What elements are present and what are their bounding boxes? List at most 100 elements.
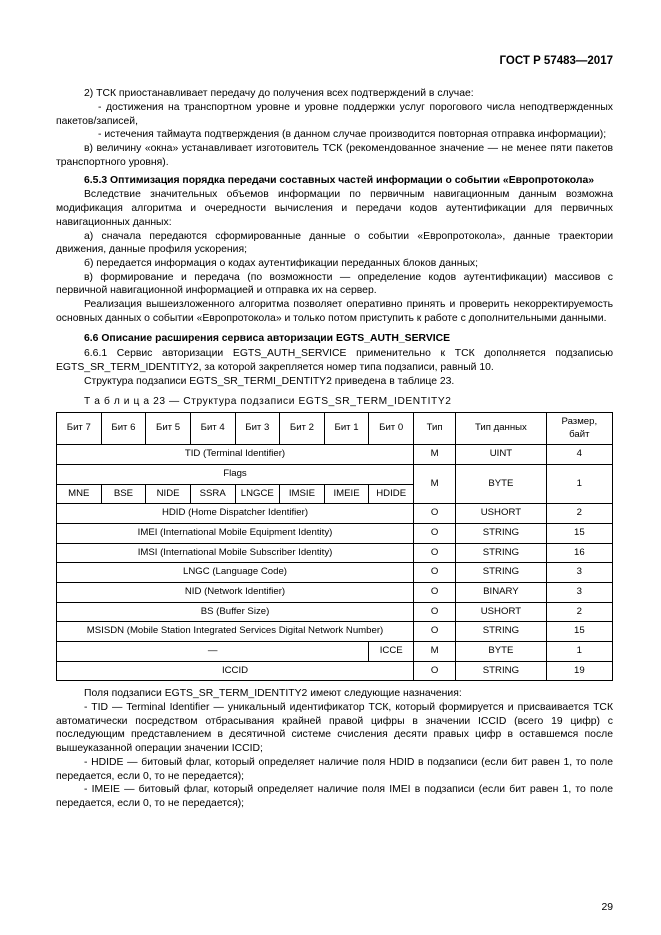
label-cell: IMSI (International Mobile Subscriber Id… bbox=[57, 543, 414, 563]
flag-bit-cell: SSRA bbox=[190, 484, 235, 504]
table-row: TID (Terminal Identifier)MUINT4 bbox=[57, 445, 613, 465]
table-row: IMEI (International Mobile Equipment Ide… bbox=[57, 523, 613, 543]
label-cell: MSISDN (Mobile Station Integrated Servic… bbox=[57, 622, 414, 642]
flag-bit-cell: MNE bbox=[57, 484, 102, 504]
col-bit4: Бит 4 bbox=[190, 413, 235, 445]
table-row: IMSI (International Mobile Subscriber Id… bbox=[57, 543, 613, 563]
body-paragraph: а) сначала передаются сформированные дан… bbox=[56, 230, 613, 257]
body-paragraph: - достижения на транспортном уровне и ур… bbox=[56, 101, 613, 128]
type-cell: O bbox=[414, 661, 456, 681]
page-container: ГОСТ Р 57483—2017 2) ТСК приостанавливае… bbox=[0, 0, 661, 935]
table-row: FlagsMBYTE1 bbox=[57, 465, 613, 485]
flag-bit-cell: HDIDE bbox=[369, 484, 414, 504]
dtype-cell: BYTE bbox=[456, 465, 546, 504]
table-row: MSISDN (Mobile Station Integrated Servic… bbox=[57, 622, 613, 642]
size-cell: 15 bbox=[546, 523, 612, 543]
table-body: TID (Terminal Identifier)MUINT4FlagsMBYT… bbox=[57, 445, 613, 681]
col-type: Тип bbox=[414, 413, 456, 445]
body-paragraph: Реализация вышеизложенного алгоритма поз… bbox=[56, 298, 613, 325]
size-cell: 3 bbox=[546, 582, 612, 602]
dtype-cell: USHORT bbox=[456, 602, 546, 622]
table-row: BS (Buffer Size)OUSHORT2 bbox=[57, 602, 613, 622]
col-bit0: Бит 0 bbox=[369, 413, 414, 445]
table-row: HDID (Home Dispatcher Identifier)OUSHORT… bbox=[57, 504, 613, 524]
type-cell: O bbox=[414, 563, 456, 583]
body-paragraph: б) передается информация о кодах аутенти… bbox=[56, 257, 613, 271]
dtype-cell: STRING bbox=[456, 543, 546, 563]
document-header: ГОСТ Р 57483—2017 bbox=[56, 54, 613, 69]
flag-bit-cell: IMEIE bbox=[324, 484, 369, 504]
flag-bit-cell: BSE bbox=[101, 484, 146, 504]
size-cell: 4 bbox=[546, 445, 612, 465]
col-size: Размер, байт bbox=[546, 413, 612, 445]
dtype-cell: STRING bbox=[456, 622, 546, 642]
col-dtype: Тип данных bbox=[456, 413, 546, 445]
type-cell: O bbox=[414, 523, 456, 543]
dtype-cell: STRING bbox=[456, 661, 546, 681]
type-cell: M bbox=[414, 641, 456, 661]
type-cell: O bbox=[414, 602, 456, 622]
body-paragraph: 2) ТСК приостанавливает передачу до полу… bbox=[56, 87, 613, 101]
dtype-cell: STRING bbox=[456, 563, 546, 583]
col-bit2: Бит 2 bbox=[280, 413, 325, 445]
label-cell: LNGC (Language Code) bbox=[57, 563, 414, 583]
col-bit5: Бит 5 bbox=[146, 413, 191, 445]
body-paragraph: Структура подзаписи EGTS_SR_TERMI_DENTIT… bbox=[56, 375, 613, 389]
dtype-cell: STRING bbox=[456, 523, 546, 543]
col-bit1: Бит 1 bbox=[324, 413, 369, 445]
size-cell: 2 bbox=[546, 504, 612, 524]
body-paragraph: 6.6.1 Сервис авторизации EGTS_AUTH_SERVI… bbox=[56, 347, 613, 374]
col-bit7: Бит 7 bbox=[57, 413, 102, 445]
label-cell: IMEI (International Mobile Equipment Ide… bbox=[57, 523, 414, 543]
type-cell: M bbox=[414, 465, 456, 504]
body-paragraph: - IMEIE — битовый флаг, который определя… bbox=[56, 783, 613, 810]
dtype-cell: BYTE bbox=[456, 641, 546, 661]
col-bit3: Бит 3 bbox=[235, 413, 280, 445]
size-cell: 15 bbox=[546, 622, 612, 642]
body-paragraph: в) формирование и передача (по возможнос… bbox=[56, 271, 613, 298]
page-number: 29 bbox=[601, 901, 613, 915]
body-paragraph: - HDIDE — битовый флаг, который определя… bbox=[56, 756, 613, 783]
size-cell: 19 bbox=[546, 661, 612, 681]
table-caption: Т а б л и ц а 23 — Структура подзаписи E… bbox=[56, 395, 613, 408]
dtype-cell: BINARY bbox=[456, 582, 546, 602]
type-cell: O bbox=[414, 543, 456, 563]
body-paragraph: в) величину «окна» устанавливает изготов… bbox=[56, 142, 613, 169]
size-cell: 1 bbox=[546, 641, 612, 661]
icce-cell: ICCE bbox=[369, 641, 414, 661]
label-cell: NID (Network Identifier) bbox=[57, 582, 414, 602]
dtype-cell: USHORT bbox=[456, 504, 546, 524]
section-title: 6.6 Описание расширения сервиса авториза… bbox=[56, 332, 613, 346]
size-cell: 16 bbox=[546, 543, 612, 563]
size-cell: 2 bbox=[546, 602, 612, 622]
body-paragraph: Вследствие значительных объемов информац… bbox=[56, 188, 613, 229]
subsection-title: 6.5.3 Оптимизация порядка передачи соста… bbox=[56, 174, 613, 188]
flag-bit-cell: LNGCE bbox=[235, 484, 280, 504]
label-cell: TID (Terminal Identifier) bbox=[57, 445, 414, 465]
flag-bit-cell: NIDE bbox=[146, 484, 191, 504]
table-header-row: Бит 7 Бит 6 Бит 5 Бит 4 Бит 3 Бит 2 Бит … bbox=[57, 413, 613, 445]
label-cell: BS (Buffer Size) bbox=[57, 602, 414, 622]
body-paragraph: - истечения таймаута подтверждения (в да… bbox=[56, 128, 613, 142]
dtype-cell: UINT bbox=[456, 445, 546, 465]
dash-cell: — bbox=[57, 641, 369, 661]
type-cell: O bbox=[414, 582, 456, 602]
body-paragraph: Поля подзаписи EGTS_SR_TERM_IDENTITY2 им… bbox=[56, 687, 613, 701]
label-cell: HDID (Home Dispatcher Identifier) bbox=[57, 504, 414, 524]
type-cell: M bbox=[414, 445, 456, 465]
type-cell: O bbox=[414, 504, 456, 524]
table-row: NID (Network Identifier)OBINARY3 bbox=[57, 582, 613, 602]
table-row: —ICCEMBYTE1 bbox=[57, 641, 613, 661]
flags-label-cell: Flags bbox=[57, 465, 414, 485]
table-row: LNGC (Language Code)OSTRING3 bbox=[57, 563, 613, 583]
type-cell: O bbox=[414, 622, 456, 642]
flag-bit-cell: IMSIE bbox=[280, 484, 325, 504]
size-cell: 1 bbox=[546, 465, 612, 504]
col-bit6: Бит 6 bbox=[101, 413, 146, 445]
table-header: Бит 7 Бит 6 Бит 5 Бит 4 Бит 3 Бит 2 Бит … bbox=[57, 413, 613, 445]
body-paragraph: - TID — Terminal Identifier — уникальный… bbox=[56, 701, 613, 756]
size-cell: 3 bbox=[546, 563, 612, 583]
table-row: ICCIDOSTRING19 bbox=[57, 661, 613, 681]
spec-table: Бит 7 Бит 6 Бит 5 Бит 4 Бит 3 Бит 2 Бит … bbox=[56, 412, 613, 681]
label-cell: ICCID bbox=[57, 661, 414, 681]
